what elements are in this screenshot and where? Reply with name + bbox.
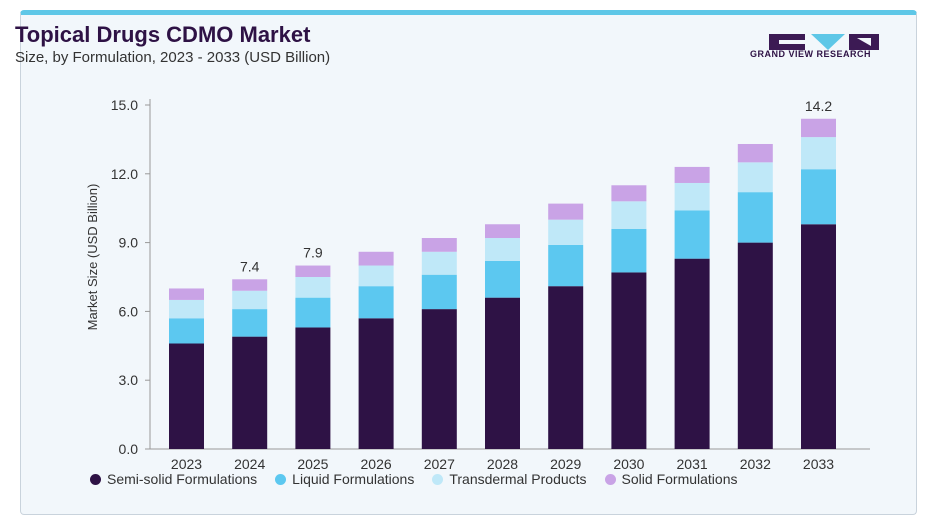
bar-semi-solid-formulations-2029 — [548, 286, 584, 449]
total-value-label: 7.4 — [240, 258, 260, 274]
bar-liquid-formulations-2032 — [737, 192, 773, 243]
bar-solid-formulations-2028 — [485, 224, 520, 239]
legend-swatch — [90, 473, 101, 485]
bar-semi-solid-formulations-2032 — [737, 242, 773, 449]
bar-solid-formulations-2030 — [611, 185, 647, 202]
bar-liquid-formulations-2028 — [485, 260, 520, 298]
x-tick-label: 2026 — [361, 456, 392, 472]
legend-label: Solid Formulations — [621, 471, 738, 487]
bar-liquid-formulations-2026 — [358, 286, 394, 319]
x-tick-label: 2033 — [803, 456, 834, 472]
legend-swatch — [432, 473, 444, 485]
bar-transdermal-products-2032 — [737, 162, 773, 193]
bar-semi-solid-formulations-2026 — [358, 318, 394, 449]
grand-view-research-logo — [769, 34, 879, 50]
bar-transdermal-products-2031 — [674, 182, 710, 211]
bar-transdermal-products-2028 — [485, 238, 520, 261]
bar-transdermal-products-2027 — [421, 251, 457, 275]
legend-item: Semi-solid Formulations — [90, 471, 257, 487]
bar-semi-solid-formulations-2030 — [611, 272, 647, 449]
x-tick-label: 2024 — [234, 456, 265, 472]
legend-swatch — [604, 473, 616, 485]
bar-liquid-formulations-2023 — [169, 318, 204, 344]
bar-semi-solid-formulations-2023 — [169, 343, 204, 449]
legend-item: Transdermal Products — [432, 471, 587, 487]
bar-semi-solid-formulations-2027 — [421, 309, 457, 449]
bar-liquid-formulations-2033 — [801, 169, 836, 225]
logo-wordmark: GRAND VIEW RESEARCH — [750, 49, 872, 59]
legend-swatch — [275, 473, 287, 485]
bar-transdermal-products-2025 — [295, 277, 331, 298]
chart-legend: Semi-solid Formulations Liquid Formulatio… — [90, 471, 737, 487]
x-tick-label: 2027 — [424, 456, 455, 472]
bar-liquid-formulations-2025 — [295, 297, 331, 328]
legend-label: Transdermal Products — [449, 471, 587, 487]
chart-subtitle: Size, by Formulation, 2023 - 2033 (USD B… — [15, 49, 331, 66]
bar-solid-formulations-2032 — [737, 143, 773, 163]
bar-transdermal-products-2026 — [358, 265, 394, 287]
bar-liquid-formulations-2029 — [548, 244, 584, 287]
bar-semi-solid-formulations-2031 — [674, 258, 710, 449]
total-value-label: 7.9 — [303, 245, 323, 261]
bar-solid-formulations-2025 — [295, 265, 331, 277]
legend-label: Semi-solid Formulations — [107, 471, 258, 487]
x-tick-label: 2032 — [740, 456, 771, 472]
y-tick-label: 9.0 — [119, 235, 139, 251]
bar-transdermal-products-2029 — [548, 219, 584, 245]
bar-solid-formulations-2024 — [232, 279, 268, 291]
y-tick-label: 15.0 — [111, 97, 138, 113]
x-tick-label: 2023 — [171, 456, 202, 472]
bar-transdermal-products-2024 — [232, 290, 268, 310]
x-tick-label: 2030 — [613, 456, 644, 472]
chart-title: Topical Drugs CDMO Market — [15, 22, 311, 47]
x-tick-label: 2025 — [297, 456, 328, 472]
bar-solid-formulations-2033 — [801, 118, 836, 138]
total-value-label: 14.2 — [805, 98, 832, 114]
bar-liquid-formulations-2024 — [232, 309, 268, 337]
bar-solid-formulations-2029 — [548, 203, 584, 220]
bar-liquid-formulations-2027 — [421, 274, 457, 310]
bar-semi-solid-formulations-2024 — [232, 336, 268, 449]
y-tick-label: 3.0 — [119, 372, 139, 388]
legend-item: Liquid Formulations — [275, 471, 414, 487]
bar-transdermal-products-2030 — [611, 201, 647, 229]
legend-label: Liquid Formulations — [292, 471, 415, 487]
y-axis-label: Market Size (USD Billion) — [85, 184, 100, 331]
y-tick-label: 0.0 — [119, 441, 139, 457]
bar-semi-solid-formulations-2025 — [295, 327, 331, 449]
bar-solid-formulations-2026 — [358, 251, 394, 266]
bar-transdermal-products-2023 — [169, 299, 204, 319]
bar-liquid-formulations-2030 — [611, 228, 647, 273]
y-tick-label: 6.0 — [119, 303, 139, 319]
x-tick-label: 2029 — [550, 456, 581, 472]
bar-semi-solid-formulations-2033 — [801, 224, 836, 449]
x-tick-label: 2028 — [487, 456, 518, 472]
bar-solid-formulations-2023 — [169, 288, 204, 300]
bar-semi-solid-formulations-2028 — [485, 297, 520, 449]
legend-item: Solid Formulations — [604, 471, 738, 487]
x-tick-label: 2031 — [677, 456, 708, 472]
bar-liquid-formulations-2031 — [674, 210, 710, 259]
bar-solid-formulations-2031 — [674, 166, 710, 183]
y-tick-label: 12.0 — [111, 166, 138, 182]
bar-solid-formulations-2027 — [421, 238, 457, 252]
bar-transdermal-products-2033 — [801, 137, 836, 170]
